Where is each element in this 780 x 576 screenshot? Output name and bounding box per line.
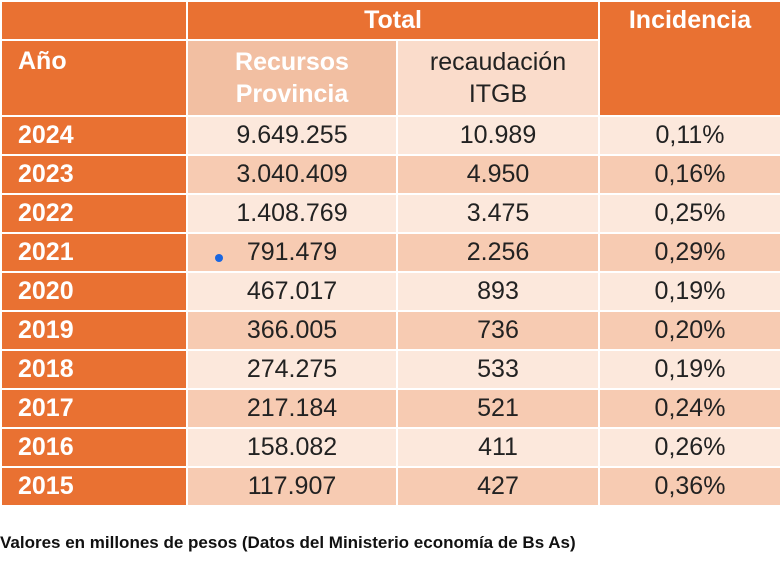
incidencia-cell: 0,25% [598,193,780,234]
year-cell: 2024 [0,115,188,156]
table-row: 2022 1.408.769 3.475 0,25% [0,193,780,234]
blue-dot-marker [215,254,223,262]
recursos-cell: 1.408.769 [186,193,398,234]
itgb-cell: 4.950 [396,154,600,195]
table-row: 2023 3.040.409 4.950 0,16% [0,154,780,195]
header-year: Año [0,39,188,117]
year-cell: 2019 [0,310,188,351]
footnote: Valores en millones de pesos (Datos del … [0,533,576,552]
recursos-cell: 217.184 [186,388,398,429]
data-table: Total Incidencia Año Recursos Provincia … [0,0,780,507]
recursos-cell: 467.017 [186,271,398,312]
year-cell: 2020 [0,271,188,312]
year-cell: 2017 [0,388,188,429]
recursos-cell: 9.649.255 [186,115,398,156]
header-recaudacion: recaudación ITGB [396,39,600,117]
recursos-cell: 158.082 [186,427,398,468]
recursos-cell: 274.275 [186,349,398,390]
itgb-cell: 521 [396,388,600,429]
recursos-cell: 3.040.409 [186,154,398,195]
table-row: 2021 791.479 2.256 0,29% [0,232,780,273]
year-cell: 2015 [0,466,188,507]
itgb-cell: 3.475 [396,193,600,234]
header-total: Total [186,0,600,41]
year-cell: 2016 [0,427,188,468]
itgb-cell: 2.256 [396,232,600,273]
header-incidencia: Incidencia [598,0,780,117]
incidencia-cell: 0,36% [598,466,780,507]
itgb-cell: 427 [396,466,600,507]
itgb-cell: 893 [396,271,600,312]
year-cell: 2021 [0,232,188,273]
year-cell: 2022 [0,193,188,234]
year-cell: 2023 [0,154,188,195]
header-row-sub: Año Recursos Provincia recaudación ITGB [0,39,780,117]
incidencia-cell: 0,29% [598,232,780,273]
recursos-cell: 117.907 [186,466,398,507]
table-row: 2024 9.649.255 10.989 0,11% [0,115,780,156]
incidencia-cell: 0,20% [598,310,780,351]
header-row-top: Total Incidencia [0,0,780,117]
table-row: 2020 467.017 893 0,19% [0,271,780,312]
recursos-cell: 366.005 [186,310,398,351]
incidencia-cell: 0,26% [598,427,780,468]
table-row: 2016 158.082 411 0,26% [0,427,780,468]
header-recursos: Recursos Provincia [186,39,398,117]
incidencia-cell: 0,24% [598,388,780,429]
header-empty [0,0,188,41]
table-row: 2017 217.184 521 0,24% [0,388,780,429]
incidencia-cell: 0,19% [598,349,780,390]
incidencia-cell: 0,11% [598,115,780,156]
recursos-cell: 791.479 [186,232,398,273]
table-row: 2015 117.907 427 0,36% [0,466,780,507]
itgb-cell: 533 [396,349,600,390]
year-cell: 2018 [0,349,188,390]
itgb-cell: 10.989 [396,115,600,156]
table-row: 2019 366.005 736 0,20% [0,310,780,351]
table-row: 2018 274.275 533 0,19% [0,349,780,390]
incidencia-cell: 0,19% [598,271,780,312]
itgb-cell: 736 [396,310,600,351]
incidencia-cell: 0,16% [598,154,780,195]
itgb-cell: 411 [396,427,600,468]
